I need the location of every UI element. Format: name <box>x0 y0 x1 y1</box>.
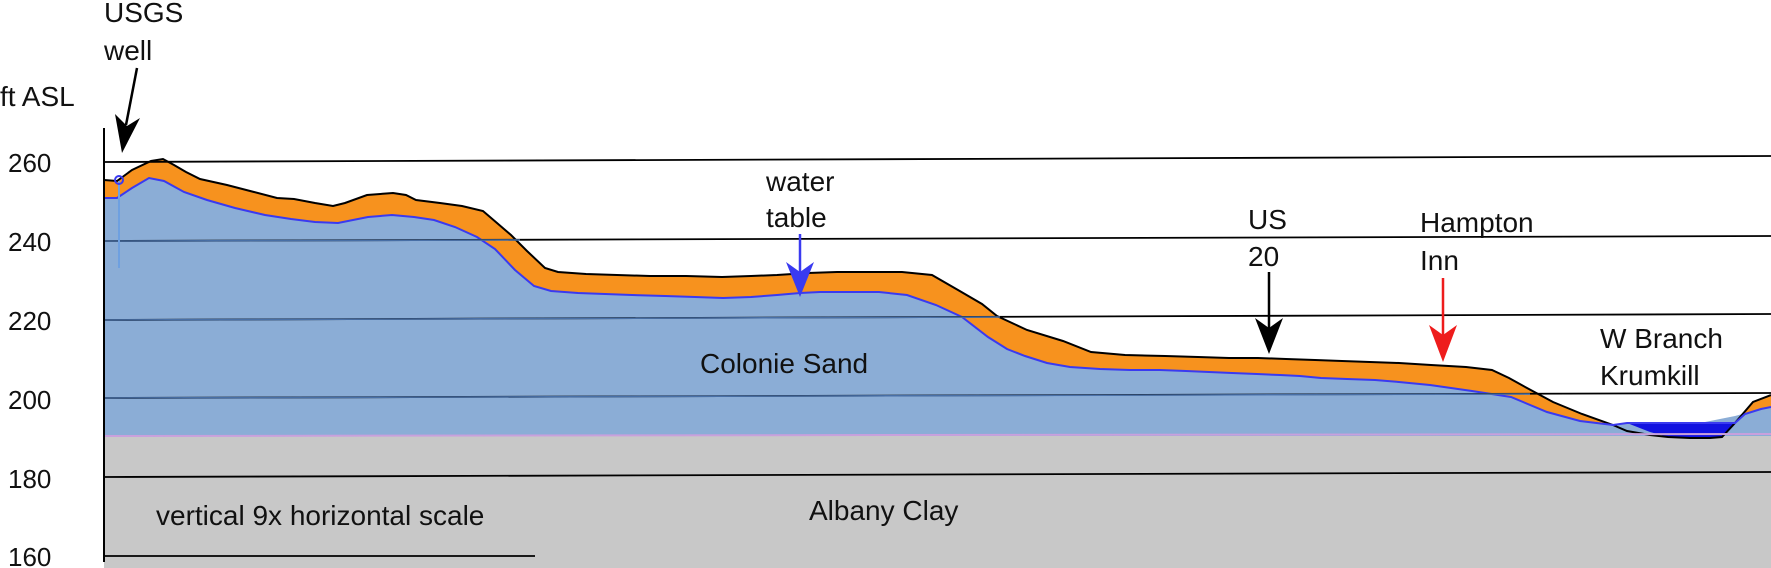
albany-clay-layer <box>104 436 1771 568</box>
water-table-arrowhead-icon <box>786 262 814 297</box>
hampton-label-line1: Hampton <box>1420 207 1534 238</box>
tick-label-180: 180 <box>8 464 51 494</box>
albany-clay-label: Albany Clay <box>809 495 958 526</box>
hampton-label-line2: Inn <box>1420 245 1459 276</box>
y-tick-labels: 260 240 220 200 180 160 <box>8 148 51 568</box>
usgs-well-arrow <box>124 67 139 126</box>
us20-arrowhead-icon <box>1255 318 1283 354</box>
w-branch-label-line2: Krumkill <box>1600 360 1700 391</box>
ground-surface-line <box>103 157 1771 439</box>
usgs-well-arrowhead-icon <box>115 114 140 153</box>
tick-label-220: 220 <box>8 306 51 336</box>
tick-label-260: 260 <box>8 148 51 178</box>
sand-gridlines <box>103 239 1531 399</box>
w-branch-label-line1: W Branch <box>1600 323 1723 354</box>
usgs-well-label-line2: well <box>103 35 152 66</box>
colonie-sand-label: Colonie Sand <box>700 348 868 379</box>
gridline-180 <box>103 471 1771 478</box>
gridline-260-sand <box>103 155 1771 163</box>
colonie-sand-layer <box>104 178 1771 436</box>
water-table-line <box>104 176 1771 427</box>
usgs-well-label-line1: USGS <box>104 0 183 28</box>
usgs-well-marker <box>114 175 124 185</box>
axis-unit-label: ft ASL <box>0 81 75 112</box>
hampton-arrowhead-icon <box>1429 325 1457 362</box>
tick-label-200: 200 <box>8 385 51 415</box>
scale-note: vertical 9x horizontal scale <box>156 500 484 531</box>
water-table-label-line2: table <box>766 202 827 233</box>
tick-label-160: 160 <box>8 542 51 568</box>
tick-label-240: 240 <box>8 227 51 257</box>
water-table-label-line1: water <box>765 166 834 197</box>
sand-clay-contact <box>103 433 1771 437</box>
right-bank-topsoil <box>1735 395 1771 423</box>
us20-label-line2: 20 <box>1248 241 1279 272</box>
us20-label-line1: US <box>1248 204 1287 235</box>
